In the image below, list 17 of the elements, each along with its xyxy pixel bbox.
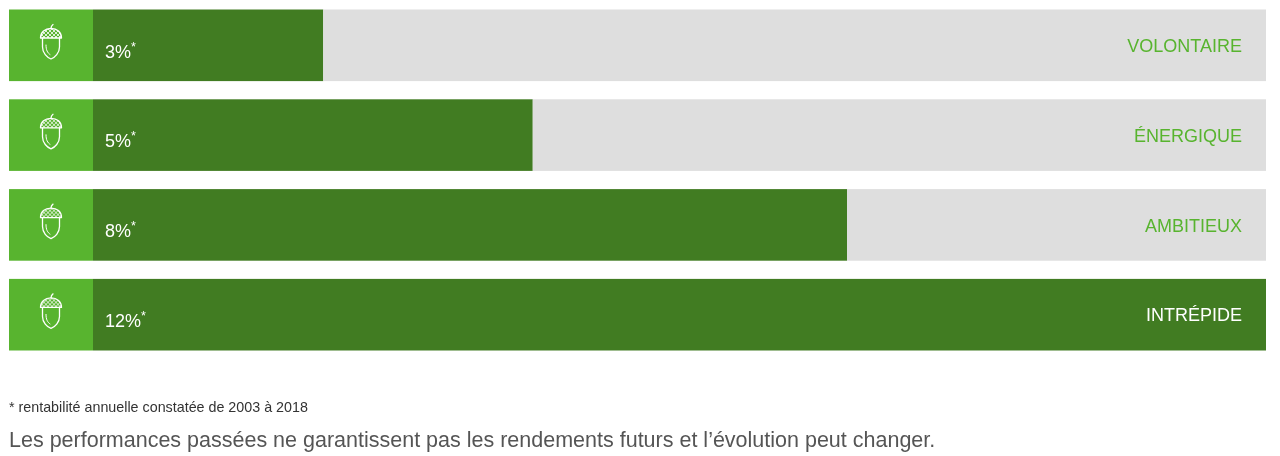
bar — [9, 99, 533, 171]
text: * rentabilité annuelle constatée de 2003 à 2018 — [9, 399, 308, 415]
y-tick-label: INTRÉPIDE — [1145, 305, 1242, 326]
bar — [9, 278, 1266, 351]
bar — [532, 99, 1266, 171]
bar — [323, 9, 1266, 82]
y-tick-label: AMBITIEUX — [1144, 215, 1242, 236]
bar — [9, 189, 847, 261]
y-tick-label: ÉNERGIQUE — [1133, 125, 1242, 146]
bar — [9, 9, 324, 82]
bar — [847, 189, 1266, 261]
y-tick-label: VOLONTAIRE — [1127, 36, 1242, 56]
data-label: 12%$^{*}$ — [105, 308, 147, 331]
data-label: 3%$^{*}$ — [105, 39, 137, 62]
data-label: 5%$^{*}$ — [105, 129, 137, 152]
data-label: 8%$^{*}$ — [105, 219, 137, 242]
text: Les performances passées ne garantissent pas les rendements futurs et l’évolution peut changer. — [9, 428, 936, 452]
